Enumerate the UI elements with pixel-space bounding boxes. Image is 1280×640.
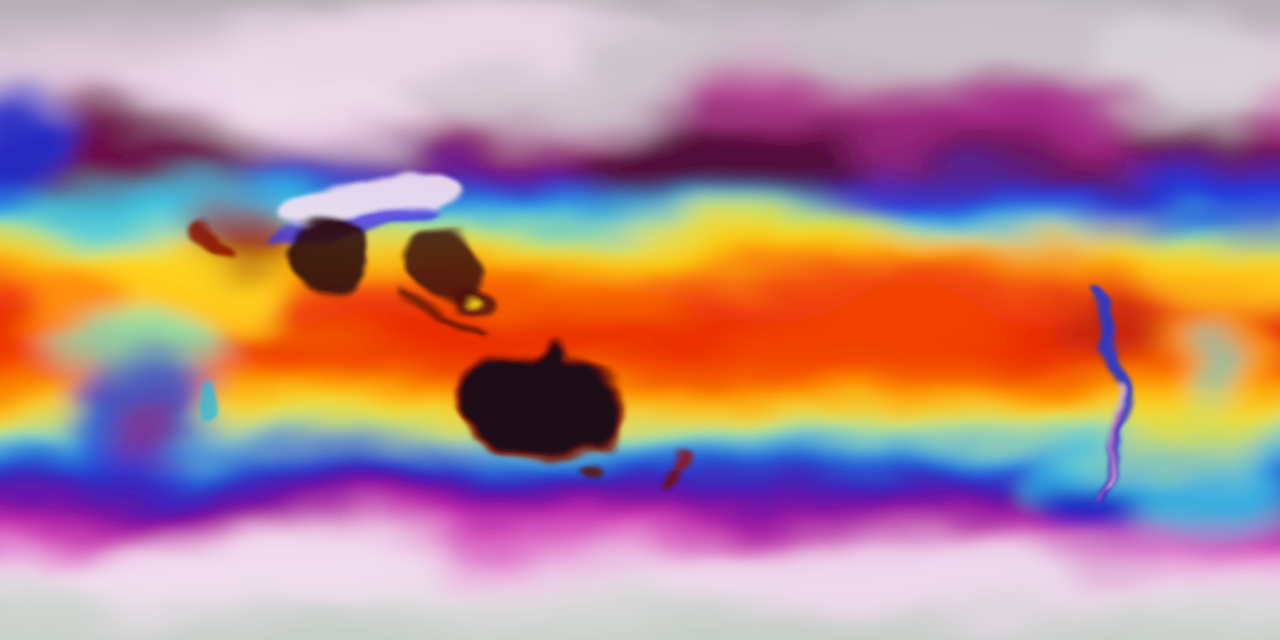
map-feature-russia-white-patch [220, 95, 440, 155]
map-feature-tropics-swirl-yellow [490, 232, 910, 272]
map-feature-new-zealand-south-dark [660, 467, 676, 487]
map-feature-brazil-coast-cyan [1188, 323, 1226, 413]
map-feature-west-africa-orange [6, 256, 110, 348]
map-feature-antarctic-pale-wave-west [50, 532, 460, 612]
map-feature-tasmania-dark [576, 467, 594, 479]
continent-detail-layer [191, 173, 1128, 512]
map-feature-red-sea-hot [191, 224, 235, 260]
map-feature-indochina-hot-dark [408, 227, 482, 303]
map-feature-andes-magenta-inner [1098, 418, 1121, 502]
map-feature-antarctic-peninsula-magenta [1032, 536, 1152, 580]
map-feature-pacific-yellow-tongue [605, 205, 905, 245]
map-feature-greenland-ice-pale [1100, 14, 1280, 130]
map-feature-africa-equatorial-cyan [47, 320, 223, 380]
map-feature-tropics-swirl-orange-west [430, 280, 690, 324]
map-feature-indian-ocean-swirl-orange [205, 314, 395, 350]
map-feature-east-siberia-gray [570, 27, 750, 83]
map-feature-gulf-stream-yellow [1140, 240, 1280, 304]
map-feature-siberia-gray-mottle [390, 72, 690, 128]
map-feature-madagascar-cool [197, 380, 219, 420]
map-feature-namerica-arctic-gray [795, 0, 1185, 97]
map-feature-tropics-swirl-orange-east [710, 306, 1020, 358]
map-feature-south-africa-purple-core [114, 413, 190, 453]
map-feature-north-atlantic-blue-sweep [1121, 157, 1280, 223]
map-feature-borneo-yellow-spot [464, 296, 476, 304]
map-feature-south-indian-yellow-wave [200, 405, 480, 451]
map-feature-la-plata-yellow-fringe [1105, 408, 1275, 456]
map-feature-australia-hot-core [459, 343, 624, 459]
map-feature-north-atlantic-west-blue [0, 85, 80, 185]
map-feature-new-zealand-north-dark [670, 448, 690, 470]
map-feature-us-cyan-fringe [850, 214, 1100, 246]
map-feature-sumatra-java-streak [395, 292, 481, 337]
map-feature-india-hot-dark [288, 215, 372, 291]
